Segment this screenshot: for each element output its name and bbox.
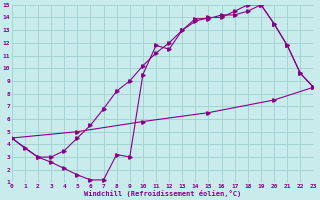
X-axis label: Windchill (Refroidissement éolien,°C): Windchill (Refroidissement éolien,°C) — [84, 190, 241, 197]
